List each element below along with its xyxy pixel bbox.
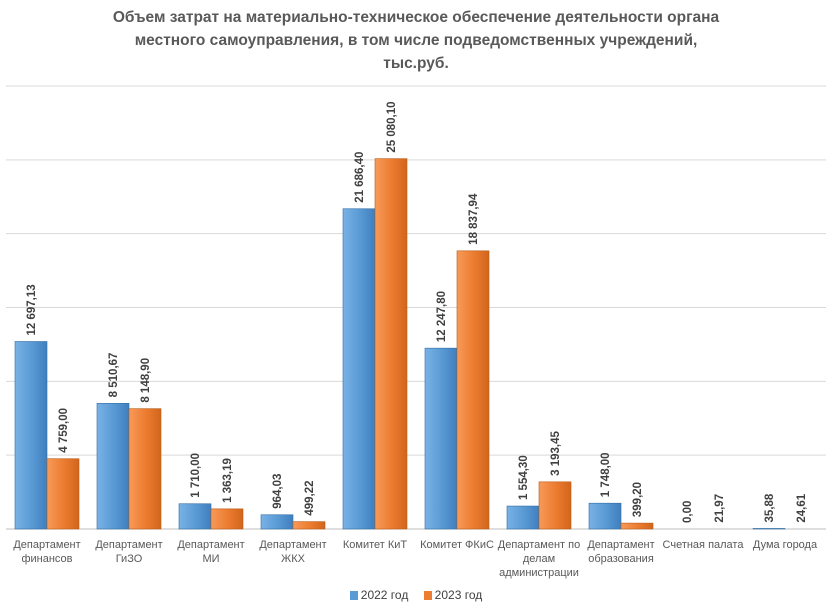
x-tick-label: Департамент <box>259 539 326 551</box>
data-label-2023: 499,22 <box>304 480 316 515</box>
data-label-2023: 3 193,45 <box>550 430 562 475</box>
bar-2022 <box>342 208 376 530</box>
x-tick-label: администрации <box>499 567 579 579</box>
bar-2023 <box>292 521 326 530</box>
x-tick-label: МИ <box>202 553 219 565</box>
bar-2022 <box>14 341 48 530</box>
chart-title: Объем затрат на материально-техническое … <box>60 6 772 75</box>
x-tick-label: Департамент <box>177 539 244 551</box>
x-tick-label: Комитет ФКиС <box>420 539 494 551</box>
data-label-2022: 12 697,13 <box>26 284 38 335</box>
x-tick-label: делам <box>523 553 555 565</box>
chart-title-line-2: местного самоуправления, в том числе под… <box>134 32 698 49</box>
data-label-2023: 24,61 <box>796 493 808 522</box>
x-tick-label: Дума города <box>753 539 818 551</box>
legend-swatch-2022 <box>349 590 358 600</box>
data-label-2023: 399,20 <box>632 482 644 517</box>
x-tick-label: Департамент <box>13 539 80 551</box>
data-label-2022: 12 247,80 <box>436 291 448 342</box>
x-tick-label: образования <box>588 553 654 565</box>
data-label-2022: 1 710,00 <box>190 453 202 498</box>
data-label-2023: 1 363,19 <box>222 458 234 503</box>
bar-2023 <box>46 458 80 530</box>
x-tick-label: ЖКХ <box>281 553 306 565</box>
data-label-2023: 25 080,10 <box>386 101 398 152</box>
x-tick-label: финансов <box>21 553 72 565</box>
data-label-2023: 18 837,94 <box>468 193 480 245</box>
legend-label-2023: 2023 год <box>434 588 483 602</box>
legend-item-2023: 2023 год <box>423 588 483 602</box>
bar-2023 <box>128 408 162 530</box>
data-label-2023: 21,97 <box>714 494 726 523</box>
chart-title-line-3: тыс.руб. <box>383 55 449 72</box>
chart-title-line-1: Объем затрат на материально-техническое … <box>112 9 720 26</box>
bar-2023 <box>456 250 490 530</box>
x-tick-label: Департамент по <box>498 539 580 551</box>
chart-legend: 2022 год 2023 год <box>0 588 832 603</box>
data-label-2022: 21 686,40 <box>354 152 366 203</box>
x-tick-label: Департамент <box>95 539 162 551</box>
legend-item-2022: 2022 год <box>349 588 409 602</box>
bar-2022 <box>752 528 786 530</box>
data-label-2022: 35,88 <box>764 493 776 522</box>
bar-2023 <box>374 158 408 530</box>
bar-2022 <box>178 503 212 530</box>
bar-2022 <box>588 502 622 530</box>
bar-2022 <box>260 514 294 530</box>
data-label-2022: 1 554,30 <box>518 455 530 500</box>
bar-2022 <box>506 505 540 530</box>
data-label-2022: 0,00 <box>682 501 694 523</box>
bar-2022 <box>424 347 458 530</box>
data-label-2023: 4 759,00 <box>58 408 70 453</box>
bar-2023 <box>210 508 244 530</box>
bar-2023 <box>538 481 572 530</box>
bar-2023 <box>620 522 654 530</box>
legend-swatch-2023 <box>423 590 432 600</box>
bar-2022 <box>96 403 130 530</box>
data-label-2022: 964,03 <box>272 474 284 509</box>
legend-label-2022: 2022 год <box>360 588 409 602</box>
data-label-2022: 1 748,00 <box>600 452 612 497</box>
data-label-2023: 8 148,90 <box>140 358 152 403</box>
data-label-2022: 8 510,67 <box>108 353 120 398</box>
x-tick-label: ГиЗО <box>116 553 143 565</box>
x-tick-label: Счетная палата <box>663 539 745 551</box>
x-tick-label: Департамент <box>587 539 654 551</box>
x-tick-label: Комитет КиТ <box>343 539 408 551</box>
